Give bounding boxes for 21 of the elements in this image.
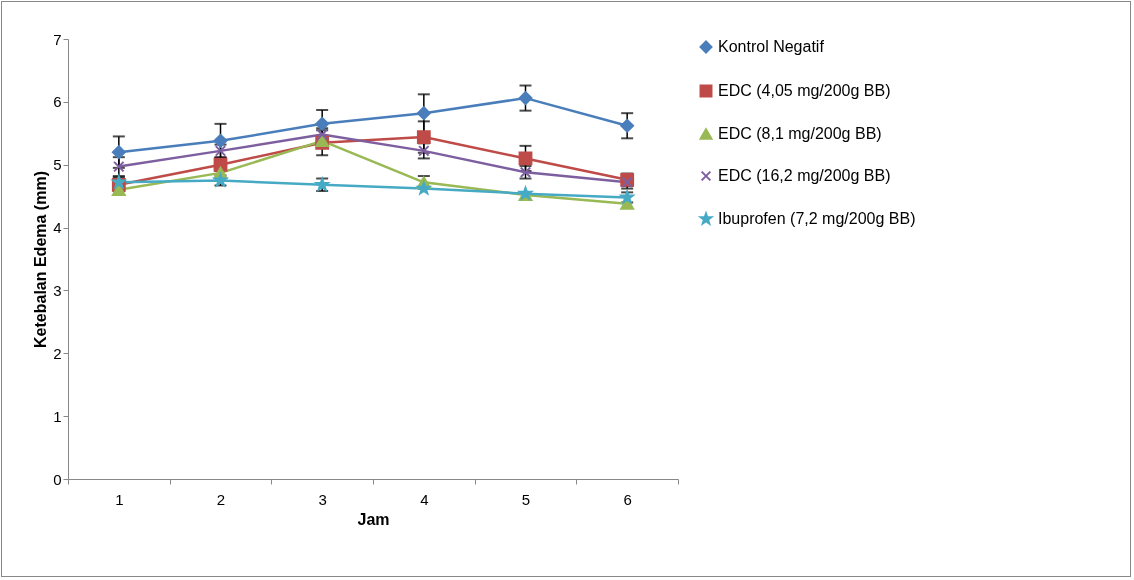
y-tick-label: 3	[53, 281, 62, 299]
x-tick-label: 5	[521, 490, 531, 508]
x-tick-label: 2	[216, 490, 226, 508]
x-tick-label: 1	[115, 490, 124, 508]
y-tick-label: 7	[53, 30, 62, 48]
legend-label: EDC (8,1 mg/200g BB)	[718, 125, 882, 142]
x-tick-label: 3	[318, 490, 327, 508]
x-tick-label: 6	[623, 490, 632, 508]
legend-label: EDC (16,2 mg/200g BB)	[718, 167, 891, 184]
legend-label: Ibuprofen (7,2 mg/200g BB)	[718, 210, 916, 227]
y-tick-label: 0	[53, 470, 62, 488]
y-tick-label: 4	[53, 219, 62, 237]
y-axis-title: Ketebalan Edema (mm)	[32, 171, 50, 348]
x-axis-title: Jam	[357, 510, 390, 528]
y-tick-label: 1	[53, 407, 62, 425]
legend-label: EDC (4,05 mg/200g BB)	[718, 82, 891, 99]
y-tick-label: 5	[53, 156, 62, 174]
legend-label: Kontrol Negatif	[718, 38, 825, 55]
y-tick-label: 2	[53, 344, 62, 362]
x-tick-label: 4	[420, 490, 429, 508]
y-tick-label: 6	[53, 93, 62, 111]
